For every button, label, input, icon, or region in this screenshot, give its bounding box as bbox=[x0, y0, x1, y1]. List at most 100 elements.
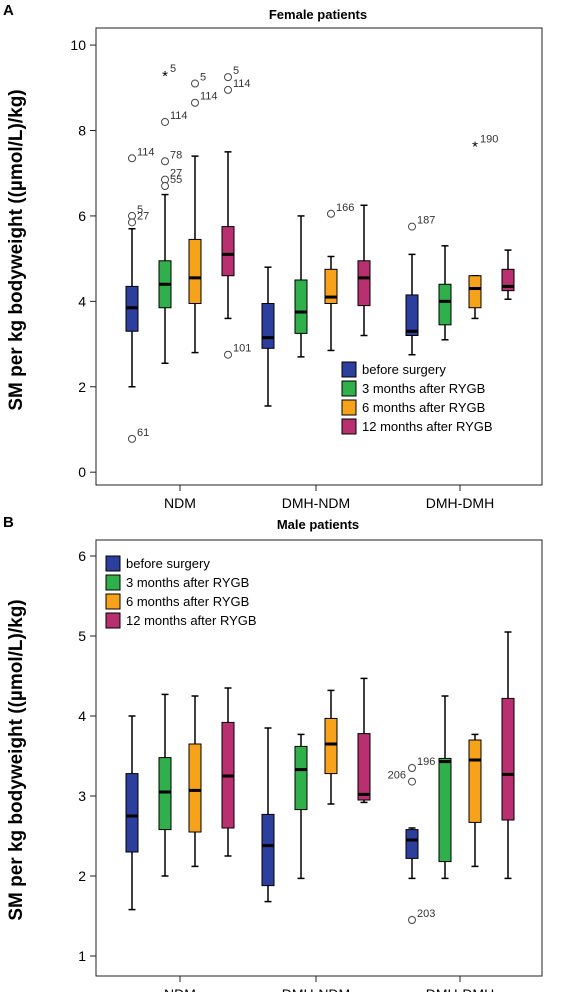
box-before-surgery bbox=[261, 813, 275, 887]
outlier-label: 114 bbox=[200, 91, 218, 103]
legend-swatch bbox=[341, 399, 357, 416]
outlier-circle bbox=[191, 98, 199, 107]
box-3-months-after-rygb bbox=[438, 757, 452, 863]
legend-entry: before surgery bbox=[362, 362, 446, 377]
outlier-label: 114 bbox=[137, 146, 155, 158]
box-before-surgery bbox=[261, 302, 275, 349]
x-tick-label: DMH-NDM bbox=[282, 986, 350, 992]
outlier-circle bbox=[161, 117, 169, 126]
outlier-extreme-star: * bbox=[162, 68, 168, 85]
box-6-months-after-rygb bbox=[324, 268, 338, 304]
outlier-circle bbox=[191, 79, 199, 88]
legend-entry: 3 months after RYGB bbox=[362, 381, 485, 396]
panel-a-title: Female patients bbox=[269, 7, 367, 22]
y-tick-label: 2 bbox=[78, 379, 86, 395]
legend-swatch bbox=[341, 361, 357, 378]
outlier-circle bbox=[128, 154, 136, 163]
outlier-circle bbox=[224, 73, 232, 82]
outlier-circle bbox=[161, 157, 169, 166]
outlier-label: 78 bbox=[170, 149, 182, 161]
legend-entry: 6 months after RYGB bbox=[362, 400, 485, 415]
panel-b-label: B bbox=[3, 514, 14, 531]
outlier-circle bbox=[327, 209, 335, 218]
x-tick-label: DMH-NDM bbox=[282, 495, 350, 511]
box-6-months-after-rygb bbox=[468, 739, 482, 823]
y-tick-label: 1 bbox=[78, 948, 86, 964]
box-12-months-after-rygb bbox=[357, 733, 371, 801]
box-12-months-after-rygb bbox=[357, 260, 371, 307]
box-12-months-after-rygb bbox=[501, 697, 515, 821]
y-tick-label: 4 bbox=[78, 293, 86, 309]
outlier-label: 206 bbox=[388, 770, 406, 782]
outlier-circle bbox=[408, 916, 416, 924]
legend-swatch bbox=[105, 593, 121, 610]
box-12-months-after-rygb bbox=[221, 226, 235, 277]
y-tick-label: 10 bbox=[70, 37, 86, 53]
box-6-months-after-rygb bbox=[468, 275, 482, 309]
legend-entry: 6 months after RYGB bbox=[126, 594, 249, 609]
panel-b-ylabel: SM per kg bodyweight ((µmol/L)/kg) bbox=[6, 599, 27, 920]
box-before-surgery bbox=[405, 829, 419, 859]
panel-a-label: A bbox=[3, 2, 14, 19]
outlier-label: 187 bbox=[417, 215, 435, 227]
outlier-label: 101 bbox=[233, 343, 251, 355]
y-tick-label: 6 bbox=[78, 548, 86, 564]
outlier-extreme-star: * bbox=[472, 138, 478, 155]
y-tick-label: 2 bbox=[78, 868, 86, 884]
panel-a-ylabel: SM per kg bodyweight ((µmol/L)/kg) bbox=[6, 89, 27, 410]
x-tick-label: DMH-DMH bbox=[426, 986, 494, 992]
outlier-label: 5 bbox=[233, 65, 239, 77]
legend-entry: 12 months after RYGB bbox=[362, 419, 493, 434]
legend-swatch bbox=[105, 612, 121, 629]
box-before-surgery bbox=[405, 294, 419, 337]
outlier-label: 5 bbox=[170, 63, 176, 75]
panel-b-title: Male patients bbox=[277, 517, 359, 532]
box-6-months-after-rygb bbox=[188, 238, 202, 304]
box-3-months-after-rygb bbox=[158, 757, 172, 831]
outlier-label: 196 bbox=[417, 756, 435, 768]
outlier-circle bbox=[224, 350, 232, 359]
legend-swatch bbox=[341, 380, 357, 397]
outlier-label: 166 bbox=[336, 202, 354, 214]
panel-b-plot-frame bbox=[95, 539, 543, 977]
y-tick-label: 3 bbox=[78, 788, 86, 804]
outlier-label: 190 bbox=[480, 133, 498, 145]
legend-swatch bbox=[105, 574, 121, 591]
y-tick-label: 5 bbox=[78, 628, 86, 644]
legend-entry: 3 months after RYGB bbox=[126, 575, 249, 590]
outlier-label: 5 bbox=[137, 204, 143, 216]
legend-swatch bbox=[341, 418, 357, 435]
y-tick-label: 6 bbox=[78, 208, 86, 224]
outlier-circle bbox=[128, 218, 136, 227]
x-tick-label: NDM bbox=[164, 495, 196, 511]
legend-entry: before surgery bbox=[126, 556, 210, 571]
panel-a-plot-frame bbox=[95, 27, 543, 486]
outlier-label: 203 bbox=[417, 908, 435, 920]
outlier-circle bbox=[408, 777, 416, 786]
outlier-circle bbox=[408, 222, 416, 231]
y-tick-label: 0 bbox=[78, 464, 86, 480]
box-3-months-after-rygb bbox=[294, 745, 308, 811]
x-tick-label: NDM bbox=[164, 986, 196, 992]
outlier-label: 114 bbox=[170, 110, 188, 122]
box-3-months-after-rygb bbox=[294, 279, 308, 334]
box-6-months-after-rygb bbox=[188, 743, 202, 833]
outlier-label: 114 bbox=[233, 78, 251, 90]
outlier-label: 55 bbox=[170, 174, 182, 186]
outlier-label: 5 bbox=[200, 72, 206, 84]
outlier-circle bbox=[161, 182, 169, 191]
legend-entry: 12 months after RYGB bbox=[126, 613, 257, 628]
x-tick-label: DMH-DMH bbox=[426, 495, 494, 511]
box-before-surgery bbox=[125, 773, 139, 853]
y-tick-label: 8 bbox=[78, 123, 86, 139]
y-tick-label: 4 bbox=[78, 708, 86, 724]
panel-b-plot: 1 2 3 4 5 6 NDM DMH-NDM DMH-DMH 196 206 203 before s… bbox=[78, 548, 515, 992]
outlier-circle bbox=[408, 764, 416, 772]
outlier-label: 27 bbox=[170, 168, 182, 180]
outlier-circle bbox=[224, 85, 232, 94]
box-6-months-after-rygb bbox=[324, 717, 338, 775]
outlier-circle bbox=[128, 434, 136, 443]
outlier-label: 27 bbox=[137, 210, 149, 222]
